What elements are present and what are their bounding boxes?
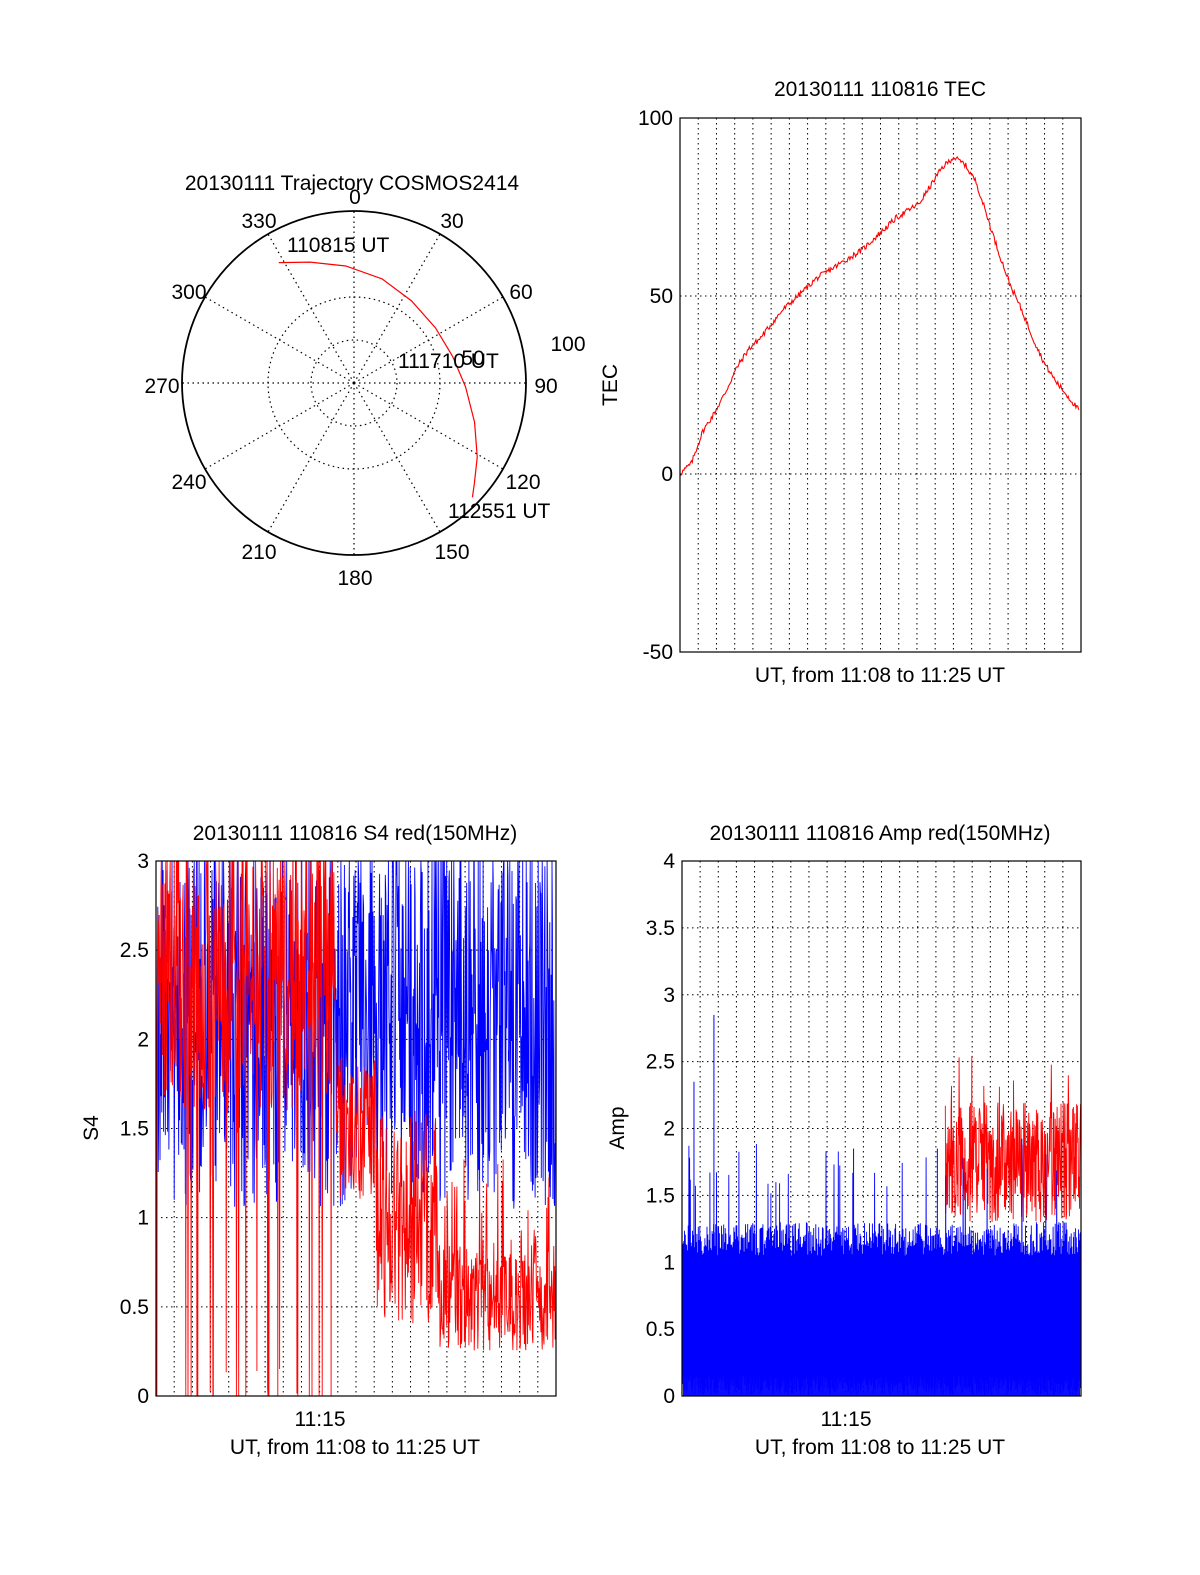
y-tick-label: 3.5 [646,917,675,940]
polar-radial-labels: 50 100 [461,333,585,370]
y-tick-label: 0.5 [120,1296,149,1319]
polar-trajectory [278,261,478,498]
polar-spoke [353,382,504,470]
polar-panel: 20130111 Trajectory COSMOS2414 0 30 60 90 12… [144,172,585,590]
polar-angle-label: 240 [171,471,206,494]
polar-annotation-label: 112551 UT [448,500,551,523]
polar-inner-circle [310,339,398,427]
polar-outer-circle [181,210,527,556]
y-tick-label: 0 [663,1385,675,1408]
polar-spoke [353,296,504,384]
y-tick-label: 2 [663,1118,675,1141]
y-tick-label: 3 [137,850,149,873]
y-tick-label: 2 [137,1028,149,1051]
y-tick-label: 0 [661,463,673,486]
tec-line [679,155,1080,476]
s4-y-axis-label: S4 [80,1115,103,1141]
tec-x-axis-label: UT, from 11:08 to 11:25 UT [755,664,1005,687]
polar-radial-label: 50 [461,347,484,370]
tec-y-axis-label: TEC [599,364,622,406]
polar-annotation-label: 111710 UT [398,350,499,373]
polar-annotation-label: 110815 UT [287,234,390,257]
amp-blue-dense-fill [683,1268,1080,1396]
polar-angle-label: 120 [505,471,540,494]
y-tick-label: -50 [643,641,673,664]
tec-plot-frame [679,117,1082,653]
polar-radial-label: 100 [550,333,585,356]
y-tick-label: 1 [137,1207,149,1230]
tec-grid [680,117,1081,653]
tec-y-tick-labels: 100 50 0 -50 [638,107,673,664]
s4-series [155,859,557,1397]
polar-angle-label: 270 [144,375,179,398]
y-tick-label: 100 [638,107,673,130]
polar-title: 20130111 Trajectory COSMOS2414 [185,172,520,195]
polar-annotations: 110815 UT 111710 UT 112551 UT [287,234,551,523]
polar-spoke [204,296,355,384]
polar-grid [181,210,527,556]
polar-spoke [267,233,355,384]
polar-angle-label: 180 [337,567,372,590]
polar-angle-label: 60 [509,281,532,304]
amp-x-tick-label: 11:15 [821,1408,872,1431]
s4-red-line [155,859,557,1397]
y-tick-label: 2.5 [120,939,149,962]
s4-title: 20130111 110816 S4 red(150MHz) [193,822,518,845]
polar-spoke [267,382,355,533]
polar-spoke [204,382,355,470]
y-tick-label: 3 [663,984,675,1007]
s4-panel: 20130111 110816 S4 red(150MHz) 3 2.5 2 1.5 1… [80,822,557,1459]
y-tick-label: 1.5 [646,1184,675,1207]
amp-plot-frame [681,860,1082,1397]
amp-y-axis-label: Amp [606,1106,629,1149]
tec-series [679,155,1080,476]
polar-angle-label: 30 [440,210,463,233]
s4-x-tick-label: 11:15 [295,1408,346,1431]
y-tick-label: 0 [137,1385,149,1408]
amp-title: 20130111 110816 Amp red(150MHz) [710,822,1051,845]
y-tick-label: 50 [650,285,673,308]
y-tick-label: 1.5 [120,1118,149,1141]
amp-x-axis-label: UT, from 11:08 to 11:25 UT [755,1436,1005,1459]
y-tick-label: 0.5 [646,1318,675,1341]
polar-spoke [353,233,441,384]
s4-plot-frame [155,860,557,1397]
polar-spoke [353,382,441,533]
y-tick-label: 4 [663,850,675,873]
s4-y-tick-labels: 3 2.5 2 1.5 1 0.5 0 [120,850,149,1408]
polar-angle-label: 210 [241,541,276,564]
polar-angle-label: 330 [241,210,276,233]
amp-red-line [944,1055,1082,1223]
amp-panel: 20130111 110816 Amp red(150MHz) 4 3.5 3 2.5… [606,822,1082,1459]
tec-title: 20130111 110816 TEC [774,78,986,101]
polar-trajectory-line [278,261,478,498]
amp-series [681,1014,1082,1397]
tec-panel: 20130111 110816 TEC 100 50 0 -50 TEC UT, fr… [599,78,1082,687]
polar-angle-label: 150 [434,541,469,564]
polar-angle-label: 300 [171,281,206,304]
polar-angle-label: 0 [349,186,361,209]
y-tick-label: 1 [663,1251,675,1274]
polar-angle-labels: 0 30 60 90 120 150 180 210 240 270 300 330 [144,186,557,590]
amp-y-tick-labels: 4 3.5 3 2.5 2 1.5 1 0.5 0 [646,850,676,1408]
y-tick-label: 2.5 [646,1051,675,1074]
polar-angle-label: 90 [534,375,557,398]
s4-x-axis-label: UT, from 11:08 to 11:25 UT [230,1436,480,1459]
